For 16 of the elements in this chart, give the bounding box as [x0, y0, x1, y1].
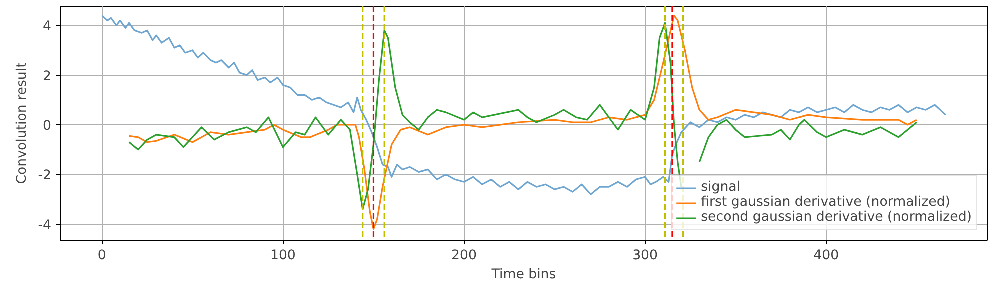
legend-label: signal [701, 180, 741, 195]
legend-label: second gaussian derivative (normalized) [701, 210, 972, 225]
y-axis-title: Convolution result [15, 62, 30, 184]
x-tick-label: 100 [270, 248, 296, 264]
x-tick-label: 300 [632, 248, 658, 264]
x-tick-label: 200 [452, 248, 477, 264]
y-tick-label: 4 [43, 20, 52, 35]
x-tick-label: 0 [98, 248, 106, 264]
y-tick-label: 0 [43, 118, 52, 134]
x-tick-label: 400 [814, 248, 840, 264]
legend-label: first gaussian derivative (normalized) [701, 195, 951, 210]
line-series [101, 14, 947, 196]
y-tick-label: 2 [43, 69, 52, 84]
y-tick-label: -2 [38, 168, 52, 184]
y-tick-label: -4 [38, 218, 52, 234]
x-axis-title: Time bins [490, 268, 556, 282]
